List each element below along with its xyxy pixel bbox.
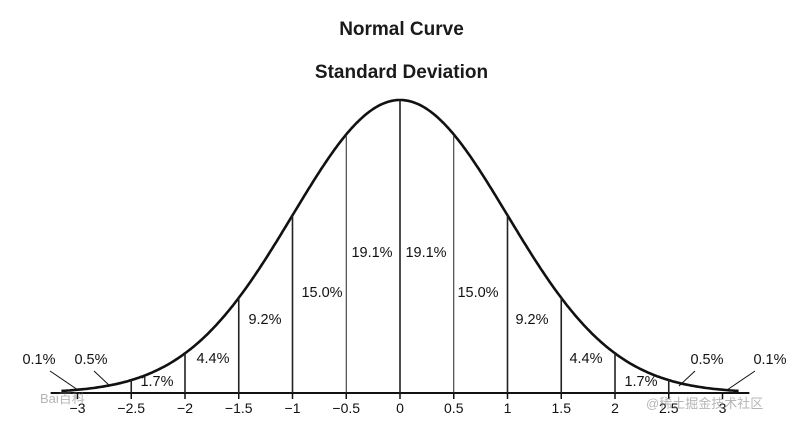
segment-label-10: 4.4% [569,351,602,367]
segment-label-2: 1.7% [140,374,173,390]
segment-label-0: 0.1% [22,352,55,368]
tick-label-11: 2.5 [659,400,679,416]
tick-label-1: −2.5 [117,400,145,416]
segment-label-5: 15.0% [301,285,342,301]
tick-label-2: −2 [177,400,193,416]
chart-title: Normal Curve [339,19,464,40]
leader-line-right-outer [726,370,756,391]
leader-line-left-outer [49,370,79,391]
tick-label-6: 0 [396,400,404,416]
segment-label-9: 9.2% [515,312,548,328]
segment-label-7: 19.1% [405,245,446,261]
segment-label-8: 15.0% [457,285,498,301]
tick-label-8: 1 [504,400,512,416]
tick-label-4: −1 [285,400,301,416]
tick-label-10: 2 [611,400,619,416]
segment-label-6: 19.1% [351,245,392,261]
segment-label-13: 0.1% [753,352,786,368]
segment-label-12: 0.5% [690,352,723,368]
tick-label-12: 3 [719,400,727,416]
segment-label-1: 0.5% [74,352,107,368]
leader-line-left-inner [93,370,111,387]
watermark-left: Bai百科 [40,391,85,406]
watermark-right: @稀土掘金技术社区 [646,396,764,411]
segment-label-11: 1.7% [624,374,657,390]
leader-line-right-inner [678,370,696,387]
tick-label-3: −1.5 [225,400,253,416]
tick-label-0: −3 [70,400,86,416]
tick-label-9: 1.5 [552,400,572,416]
segment-label-3: 4.4% [196,351,229,367]
segment-label-4: 9.2% [248,312,281,328]
tick-label-7: 0.5 [444,400,464,416]
tick-label-5: −0.5 [332,400,360,416]
chart-subtitle: Standard Deviation [314,62,489,83]
